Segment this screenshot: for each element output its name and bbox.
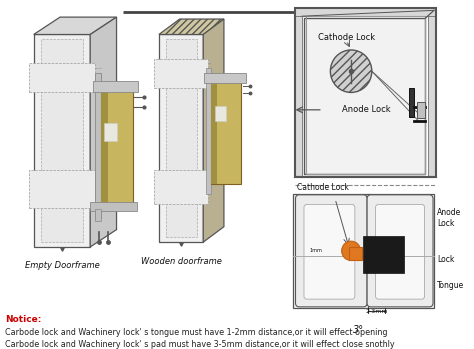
Bar: [104, 123, 118, 141]
Bar: [294, 8, 302, 177]
Bar: [29, 64, 95, 92]
Circle shape: [342, 241, 361, 260]
Bar: [304, 18, 426, 173]
Text: Notice:: Notice:: [5, 314, 42, 324]
Polygon shape: [34, 17, 117, 35]
Text: Tongue: Tongue: [437, 281, 464, 290]
Text: Wooden doorframe: Wooden doorframe: [141, 257, 221, 266]
Bar: [215, 106, 226, 121]
Bar: [428, 8, 436, 177]
Bar: [100, 88, 133, 203]
Bar: [204, 73, 246, 83]
Bar: [165, 39, 197, 237]
Bar: [364, 236, 404, 273]
Bar: [154, 59, 208, 88]
Text: Anode Lock: Anode Lock: [342, 105, 390, 114]
Polygon shape: [203, 19, 224, 242]
Polygon shape: [159, 19, 224, 35]
Text: 3°: 3°: [353, 325, 364, 335]
Polygon shape: [90, 17, 117, 247]
Bar: [349, 247, 363, 260]
Text: 2-3mm: 2-3mm: [365, 309, 388, 314]
Bar: [206, 68, 211, 194]
Text: Lock: Lock: [437, 255, 454, 264]
Bar: [100, 88, 108, 203]
Circle shape: [330, 50, 372, 92]
Bar: [417, 102, 425, 118]
Text: Cathode Lock: Cathode Lock: [297, 183, 349, 192]
Bar: [154, 170, 208, 203]
Text: Anode
Lock: Anode Lock: [437, 208, 461, 228]
Text: Carbode lock and Wachinery lock' s tongue must have 1-2mm distance,or it will ef: Carbode lock and Wachinery lock' s tongu…: [5, 328, 388, 337]
Bar: [306, 16, 425, 173]
Bar: [410, 88, 414, 117]
Bar: [90, 202, 137, 211]
Text: Cathode Lock: Cathode Lock: [318, 33, 375, 42]
FancyBboxPatch shape: [375, 205, 425, 299]
Bar: [93, 81, 138, 92]
Bar: [159, 35, 203, 242]
Text: Empty Doorframe: Empty Doorframe: [25, 261, 99, 270]
FancyBboxPatch shape: [304, 205, 355, 299]
Bar: [41, 39, 82, 242]
Text: Carbode lock and Wachinery lock' s pad must have 3-5mm distance,or it will effec: Carbode lock and Wachinery lock' s pad m…: [5, 340, 395, 349]
Bar: [34, 35, 90, 247]
Bar: [29, 170, 95, 208]
Bar: [294, 8, 436, 16]
FancyBboxPatch shape: [367, 195, 433, 307]
Bar: [95, 73, 100, 218]
Bar: [292, 194, 434, 308]
Bar: [95, 209, 100, 221]
Bar: [294, 8, 436, 177]
FancyBboxPatch shape: [295, 195, 367, 307]
Bar: [211, 78, 241, 184]
Bar: [211, 78, 218, 184]
Text: 1mm: 1mm: [310, 248, 322, 253]
